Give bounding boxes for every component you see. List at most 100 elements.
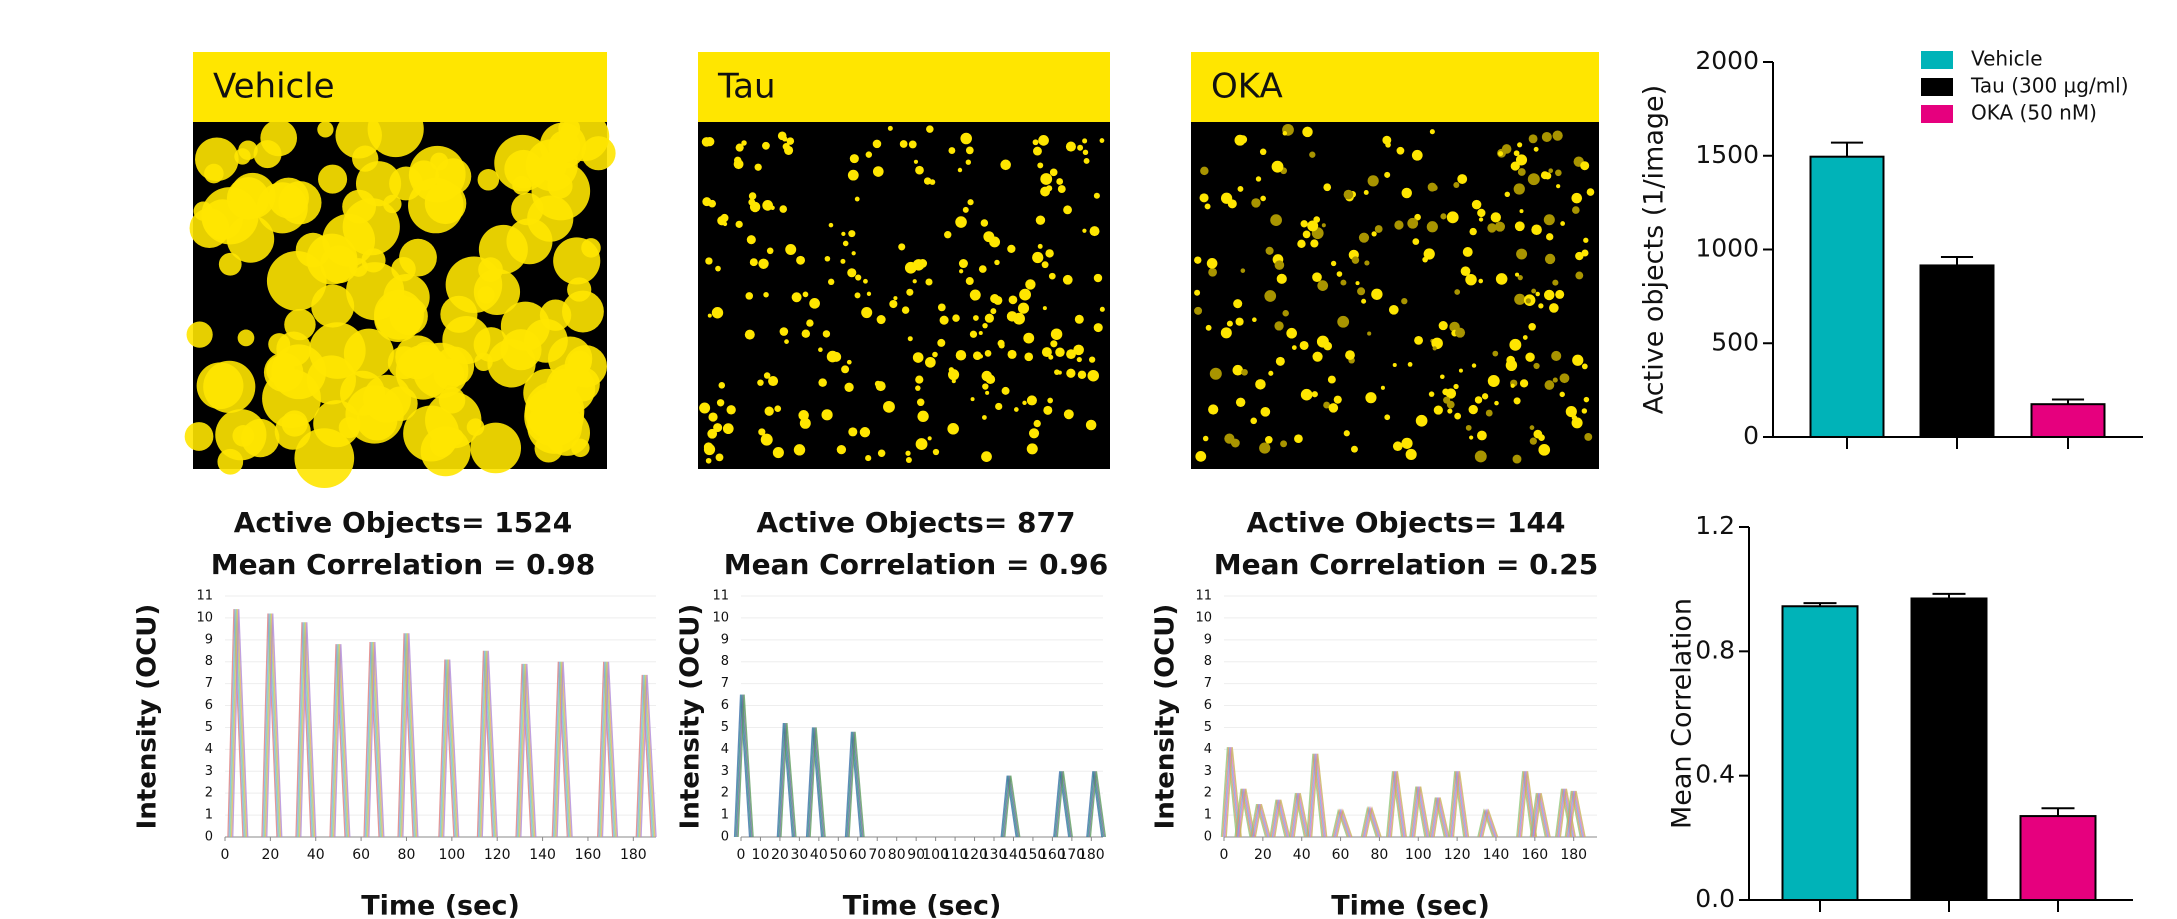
spike-trace: [1235, 788, 1252, 838]
spike-trace: [443, 659, 460, 838]
spike: [1220, 747, 1242, 838]
spike-trace: [1364, 805, 1381, 838]
cell: [1426, 221, 1438, 233]
cell: [841, 231, 846, 236]
cell: [1510, 383, 1515, 388]
cell: [874, 380, 882, 387]
cell: [726, 405, 736, 415]
cell: [766, 247, 774, 255]
cell: [947, 422, 959, 435]
cell: [1388, 304, 1399, 315]
y-tick-label: 10: [1195, 610, 1212, 625]
spike-trace: [1429, 797, 1447, 838]
cell: [758, 258, 769, 269]
y-tick-label: 3: [1204, 764, 1212, 779]
spike: [1448, 771, 1470, 838]
chart-title: Mean Correlation = 0.96: [724, 548, 1109, 581]
cell: [547, 173, 573, 199]
cell: [473, 327, 509, 363]
cell: [1462, 247, 1473, 257]
cell: [534, 434, 563, 463]
cell: [806, 319, 814, 327]
cell: [898, 243, 906, 251]
cell: [1252, 317, 1257, 323]
cell: [1077, 144, 1084, 151]
spike-trace: [1565, 790, 1583, 838]
spike-trace: [1449, 771, 1466, 838]
spike-trace: [300, 622, 317, 838]
cell: [1581, 408, 1588, 414]
x-tick-label: 160: [1039, 847, 1066, 863]
y-tick-label: 9: [205, 632, 213, 647]
spike-trace: [1254, 803, 1271, 838]
cell: [848, 427, 858, 437]
cell: [1351, 445, 1358, 453]
cell: [866, 291, 872, 296]
cell: [798, 410, 809, 421]
cell: [1026, 395, 1037, 406]
cell: [836, 444, 847, 455]
cell: [705, 457, 712, 464]
cell: [1302, 230, 1311, 239]
cell: [1519, 379, 1529, 388]
cell: [1055, 347, 1065, 357]
cell: [477, 286, 495, 304]
spike: [1360, 805, 1382, 838]
cell: [927, 436, 932, 441]
spike-trace: [365, 641, 383, 838]
cell: [1194, 256, 1202, 264]
cell: [1544, 253, 1556, 265]
y-tick-label: 1.2: [1695, 511, 1735, 540]
cell: [847, 169, 859, 181]
cell: [1529, 425, 1535, 430]
cell: [707, 313, 712, 318]
cell: [818, 378, 827, 387]
cell: [215, 409, 267, 461]
cell: [703, 443, 716, 456]
cell: [1465, 273, 1477, 286]
spike-trace: [1333, 808, 1351, 838]
cell: [581, 136, 616, 171]
spike-trace: [635, 674, 652, 838]
cell: [1085, 419, 1097, 431]
spike-trace: [1564, 790, 1581, 838]
y-tick-label: 0: [1204, 830, 1212, 845]
cell: [1414, 335, 1423, 345]
cell: [926, 125, 934, 133]
cell: [1307, 220, 1319, 232]
cell: [1535, 291, 1540, 297]
spike-trace: [298, 622, 316, 838]
spike-trace: [776, 723, 794, 838]
cell: [1559, 373, 1570, 384]
spike-trace: [733, 694, 751, 838]
cell: [1056, 178, 1064, 185]
spike-trace: [1220, 747, 1238, 838]
panel-header: [1191, 52, 1599, 122]
cell: [1234, 134, 1246, 146]
spike-trace: [261, 613, 278, 838]
spike-trace: [1002, 775, 1020, 838]
cell: [1453, 383, 1459, 390]
x-tick-label: 180: [1078, 847, 1105, 863]
cell: [995, 402, 1003, 411]
cell: [1525, 298, 1531, 304]
spike-trace: [1519, 771, 1536, 838]
y-tick-label: 4: [721, 742, 729, 757]
y-tick-label: 0.8: [1695, 635, 1735, 664]
cell: [822, 330, 831, 338]
cell: [1471, 363, 1477, 368]
y-tick-label: 1: [721, 808, 729, 823]
cell: [1312, 272, 1322, 283]
spike: [1428, 797, 1450, 838]
spike-trace: [1087, 771, 1104, 838]
cell: [990, 308, 997, 315]
cell: [1572, 206, 1580, 214]
cell: [844, 382, 854, 392]
cell: [1024, 352, 1034, 362]
spike: [776, 723, 797, 838]
cell: [735, 220, 743, 228]
y-tick-label: 1: [205, 808, 213, 823]
spike-trace: [229, 609, 246, 838]
y-tick-label: 5: [205, 720, 213, 735]
spike-trace: [638, 674, 655, 838]
